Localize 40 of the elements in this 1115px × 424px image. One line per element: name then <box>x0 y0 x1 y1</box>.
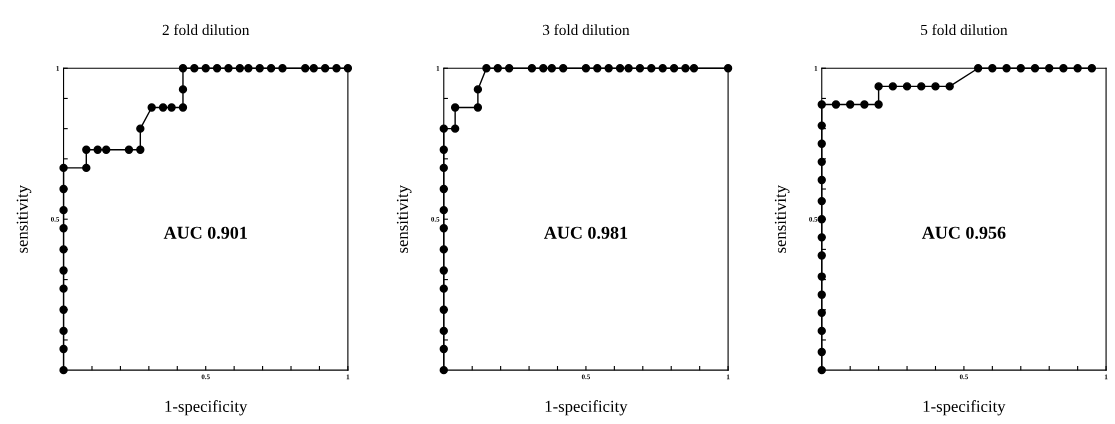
y-axis-title: sensitivity <box>774 185 790 253</box>
chart-title: 3 fold dilution <box>542 24 630 36</box>
point <box>102 145 111 154</box>
point <box>158 103 168 112</box>
point <box>59 184 68 194</box>
point <box>846 100 855 109</box>
y-axis-title: sensitivity <box>16 185 32 253</box>
annotation: AUC 0.956 <box>921 226 1006 239</box>
point <box>59 344 68 354</box>
x-axis-title: 1-specificity <box>165 400 248 416</box>
point <box>860 100 869 109</box>
point <box>945 82 954 91</box>
point <box>473 85 483 94</box>
point <box>888 82 898 91</box>
point <box>473 103 483 112</box>
point <box>831 100 841 109</box>
point <box>167 103 176 112</box>
point <box>874 100 883 109</box>
point <box>178 103 188 112</box>
point <box>450 124 460 133</box>
chart-title: 5 fold dilution <box>921 24 1008 36</box>
y-axis-title: sensitivity <box>396 185 412 253</box>
point <box>931 82 940 91</box>
point <box>124 145 134 154</box>
point <box>147 103 156 112</box>
point <box>93 145 102 154</box>
annotation: AUC 0.981 <box>543 226 628 239</box>
point <box>178 85 188 94</box>
point <box>917 82 926 91</box>
point <box>902 82 912 91</box>
annotation: AUC 0.901 <box>163 226 247 239</box>
point <box>82 163 91 173</box>
point <box>136 124 145 133</box>
point <box>874 82 883 91</box>
point <box>136 145 145 154</box>
point <box>82 145 91 154</box>
point <box>450 103 460 112</box>
x-axis-title: 1-specificity <box>545 400 628 416</box>
chart-title: 2 fold dilution <box>162 24 250 36</box>
x-axis-title: 1-specificity <box>923 400 1006 416</box>
